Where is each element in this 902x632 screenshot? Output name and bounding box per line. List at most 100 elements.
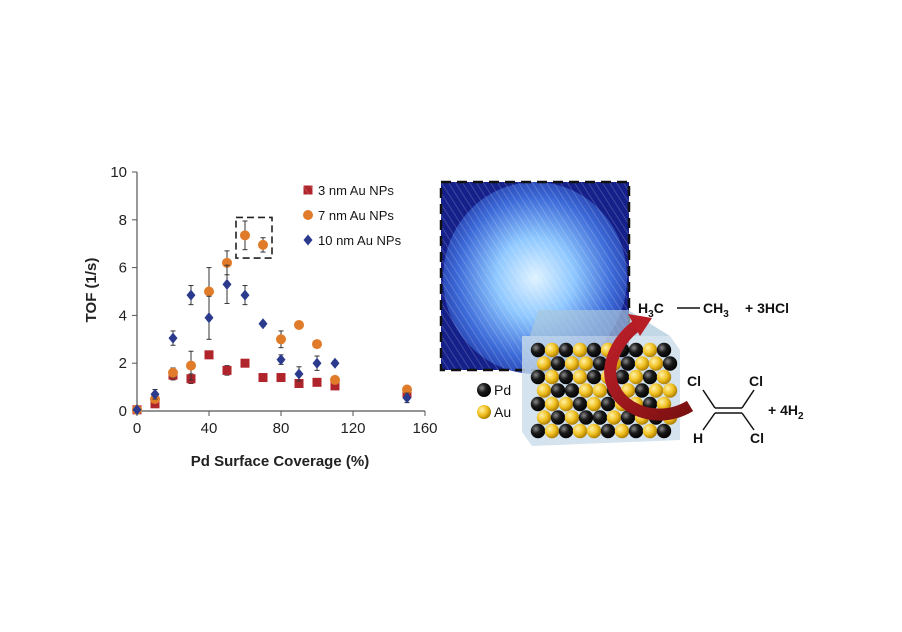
au-atom: [606, 410, 622, 425]
x-tick-label: 160: [412, 420, 437, 437]
legend-marker: [303, 185, 313, 195]
lattice-fringe: [699, 181, 821, 371]
au-atom: [572, 369, 588, 385]
pd-atom: [642, 369, 658, 385]
au-atom: [536, 383, 552, 398]
y-axis-label: TOF (1/s): [83, 258, 100, 323]
lattice-fringe: [391, 181, 513, 371]
series-diamond: [132, 264, 412, 416]
pd-atom: [586, 342, 602, 358]
x-tick-label: 0: [133, 420, 141, 437]
lattice-fringe: [685, 181, 807, 371]
au-atom: [564, 410, 580, 425]
pd-atom: [564, 383, 580, 398]
pd-atom: [620, 356, 636, 371]
au-atom: [544, 369, 560, 385]
lattice-fringe: [405, 181, 527, 371]
x-tick-label: 80: [273, 420, 290, 437]
data-point: [240, 358, 250, 368]
au-atom: [572, 342, 588, 358]
lattice-fringe: [356, 181, 478, 371]
au-atom: [564, 356, 580, 371]
data-point: [258, 318, 268, 330]
pd-atom: [656, 342, 672, 358]
product-h: H: [638, 300, 648, 316]
lattice-fringe: [657, 181, 779, 371]
au-atom: [614, 423, 630, 439]
lattice-fringe: [342, 181, 464, 371]
pd-atom: [586, 369, 602, 385]
data-point: [204, 350, 214, 360]
lattice-fringe: [321, 181, 443, 371]
lattice-fringe: [370, 181, 492, 371]
reaction-arrow: [604, 314, 694, 421]
lattice-fringe: [713, 181, 835, 371]
pd-atom: [558, 423, 574, 439]
au-atom: [642, 423, 658, 439]
lattice-fringe: [412, 181, 534, 371]
product-ch: CH: [703, 300, 723, 316]
au-atom: [648, 383, 664, 398]
au-key-dot: [477, 405, 491, 419]
y-tick-label: 6: [119, 260, 127, 277]
lattice-fringe: [328, 181, 450, 371]
data-point: [168, 332, 178, 344]
lattice-fringe: [629, 181, 751, 371]
bond-cl-right: [741, 389, 755, 409]
data-point: [132, 404, 142, 416]
pd-atom: [592, 356, 608, 371]
data-point: [186, 360, 196, 371]
au-atom: [634, 356, 650, 371]
product-ch-subscript: 3: [723, 309, 729, 320]
data-point: [276, 373, 286, 383]
x-axis-label: Pd Surface Coverage (%): [191, 453, 369, 470]
pd-atom: [530, 342, 546, 358]
data-point: [240, 230, 250, 241]
pd-atom: [550, 383, 566, 398]
chart-ticks: 0 40 80 120 160 0 2 4 6 8 10: [110, 164, 437, 437]
au-key-label: Au: [494, 404, 511, 420]
pd-atom: [578, 410, 594, 425]
au-atom: [642, 342, 658, 358]
lattice-fringe: [671, 181, 793, 371]
lattice-fringe: [377, 181, 499, 371]
data-point: [402, 384, 412, 395]
pd-atom: [628, 423, 644, 439]
product-c: C: [654, 300, 664, 316]
pd-atom: [600, 423, 616, 439]
au-atom: [536, 356, 552, 371]
pd-key-label: Pd: [494, 382, 511, 398]
data-point: [330, 374, 340, 385]
pd-atom: [614, 369, 630, 385]
pd-atom: [656, 423, 672, 439]
lattice-fringe: [650, 181, 772, 371]
data-point: [258, 239, 268, 250]
au-atom: [578, 383, 594, 398]
lattice-fringe: [314, 181, 436, 371]
data-point: [294, 368, 304, 380]
au-atom: [656, 396, 672, 412]
data-point: [186, 289, 196, 301]
pd-atom: [550, 356, 566, 371]
lattice-fringe: [573, 181, 695, 371]
pd-atom: [662, 356, 678, 371]
au-atom: [628, 369, 644, 385]
lattice-fringe: [601, 181, 723, 371]
au-atom: [578, 356, 594, 371]
reactant-structure: Cl Cl H Cl + 4H2: [687, 373, 804, 446]
data-point: [240, 289, 250, 301]
y-tick-label: 8: [119, 212, 127, 229]
data-point: [330, 357, 340, 369]
highlight-dashed-box: [235, 216, 273, 259]
pd-atom: [634, 383, 650, 398]
catalyst-schematic: Pd Au H3C CH3 + 3HCl Cl Cl H Cl: [300, 180, 835, 446]
pd-atom: [592, 410, 608, 425]
legend-label: 7 nm Au NPs: [318, 208, 394, 223]
data-point: [150, 388, 160, 400]
legend-marker: [303, 234, 313, 246]
data-point: [258, 373, 268, 383]
data-point: [312, 357, 322, 369]
reactant-cl-top-left: Cl: [687, 373, 701, 389]
data-point: [276, 334, 286, 345]
